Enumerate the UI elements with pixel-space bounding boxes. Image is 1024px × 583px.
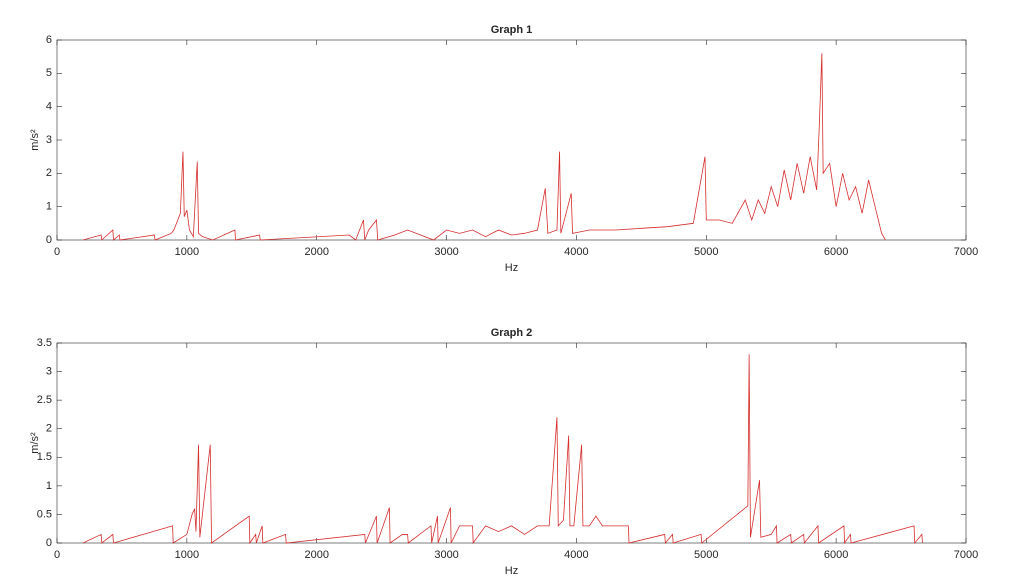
x-tick-label: 2000 xyxy=(304,549,328,561)
y-tick-label: 0 xyxy=(46,234,52,246)
x-axis-label: Hz xyxy=(505,565,518,577)
x-tick-label: 1000 xyxy=(175,246,199,258)
x-tick-label: 7000 xyxy=(954,549,978,561)
y-tick-label: 3 xyxy=(46,134,52,146)
plot-frame xyxy=(56,39,967,241)
x-tick-label: 4000 xyxy=(564,246,588,258)
x-tick-label: 3000 xyxy=(434,549,458,561)
x-tick-label: 3000 xyxy=(434,246,458,258)
x-axis-label: Hz xyxy=(505,262,518,274)
x-tick-label: 0 xyxy=(54,549,60,561)
x-tick-label: 6000 xyxy=(824,246,848,258)
y-tick-label: 2 xyxy=(46,423,52,435)
y-tick-label: 0 xyxy=(46,537,52,549)
y-tick-label: 4 xyxy=(46,101,52,113)
x-tick-label: 6000 xyxy=(824,549,848,561)
x-tick-label: 5000 xyxy=(694,549,718,561)
y-tick-label: 2 xyxy=(46,167,52,179)
data-line xyxy=(82,354,923,545)
y-axis-label: m/s² xyxy=(29,129,41,151)
y-axis-label: m/s² xyxy=(29,432,41,454)
chart-title: Graph 1 xyxy=(491,24,533,36)
plot-frame xyxy=(56,342,967,544)
y-tick-label: 5 xyxy=(46,67,52,79)
y-tick-label: 3.5 xyxy=(37,337,52,349)
y-tick-label: 1 xyxy=(46,201,52,213)
x-tick-label: 1000 xyxy=(175,549,199,561)
x-tick-label: 2000 xyxy=(304,246,328,258)
y-tick-label: 0.5 xyxy=(37,508,52,520)
y-tick-label: 3 xyxy=(46,365,52,377)
x-tick-label: 5000 xyxy=(694,246,718,258)
x-tick-label: 7000 xyxy=(954,246,978,258)
y-tick-label: 6 xyxy=(46,34,52,46)
y-tick-label: 1.5 xyxy=(37,451,52,463)
x-tick-label: 4000 xyxy=(564,549,588,561)
x-tick-label: 0 xyxy=(54,246,60,258)
y-tick-label: 2.5 xyxy=(37,394,52,406)
data-line xyxy=(82,53,886,241)
y-tick-label: 1 xyxy=(46,480,52,492)
chart-title: Graph 2 xyxy=(491,327,533,339)
